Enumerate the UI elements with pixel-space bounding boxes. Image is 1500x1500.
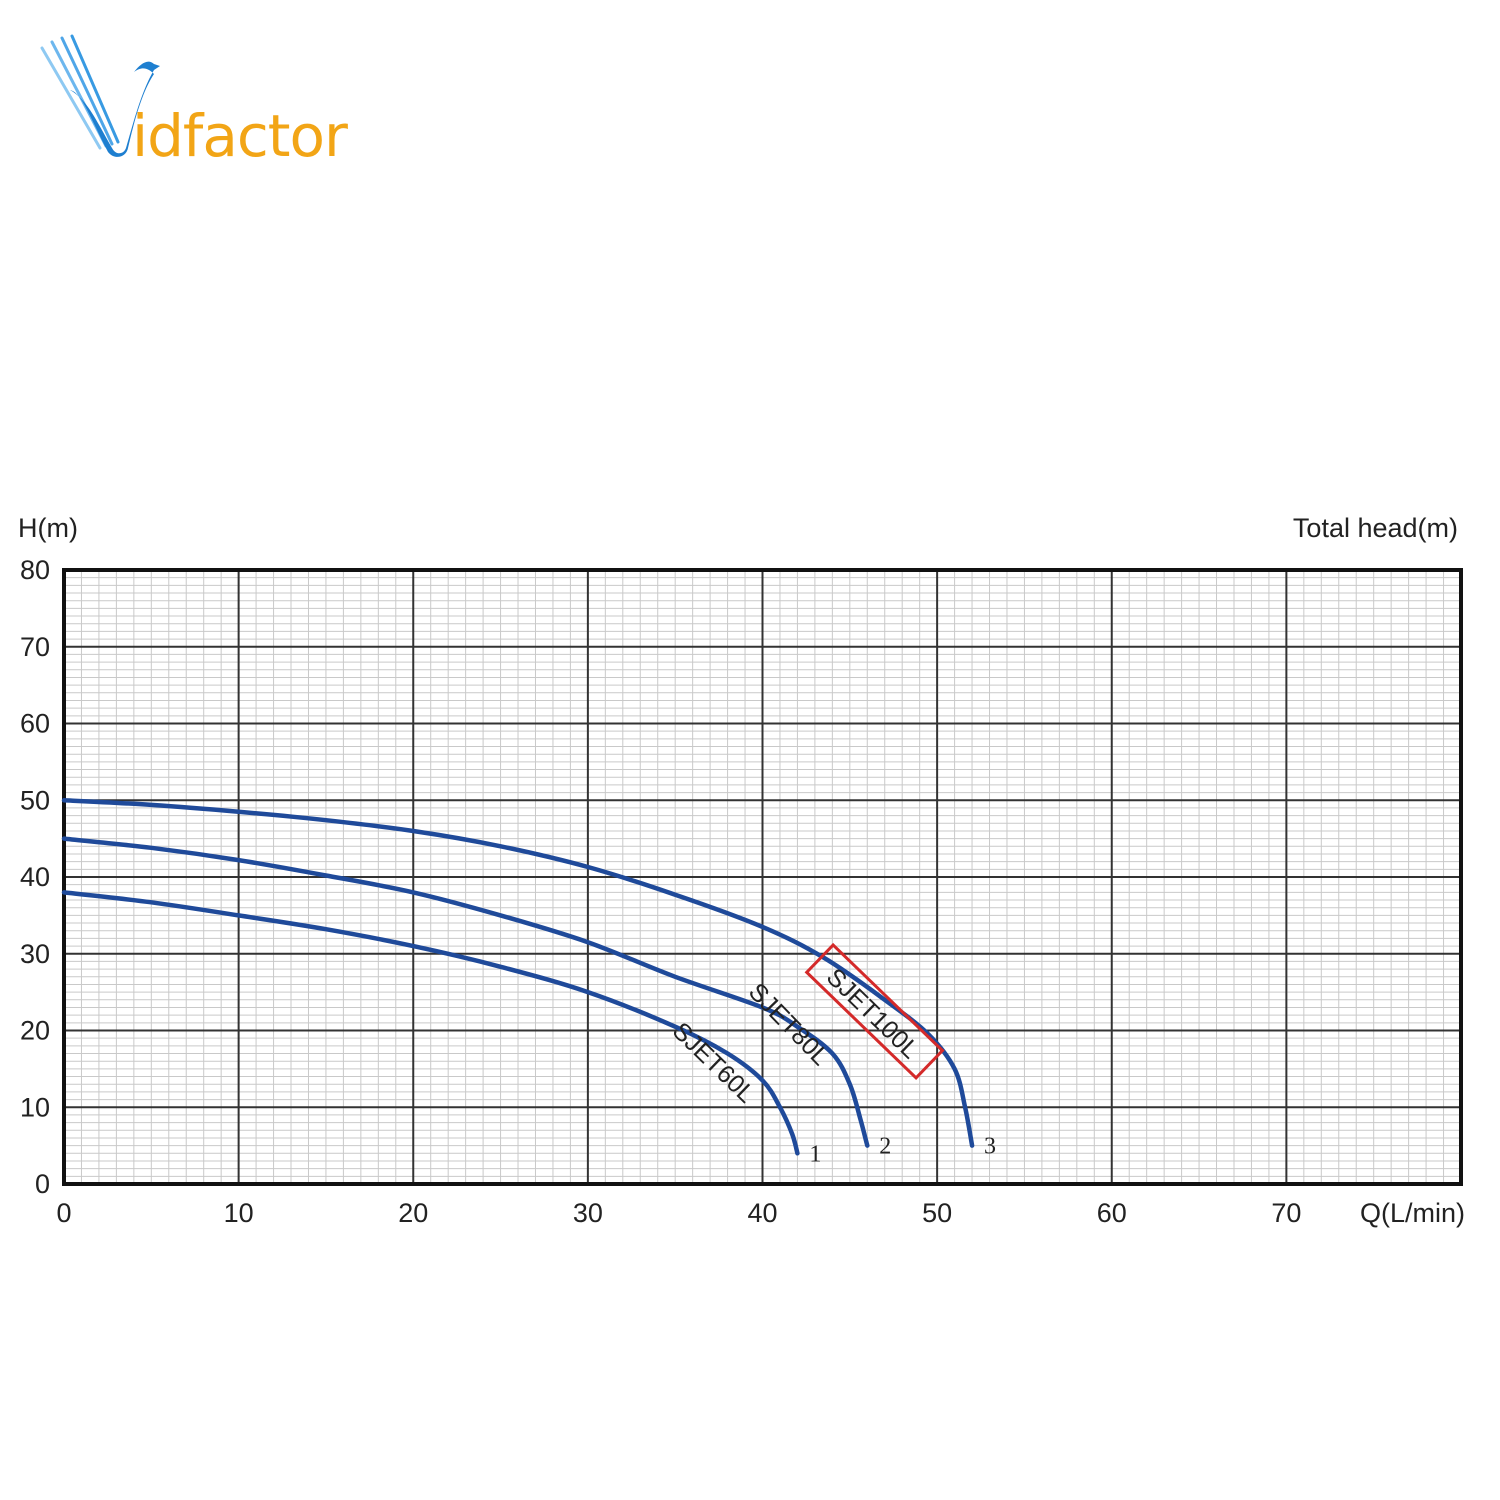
x-tick-label: 20 — [398, 1198, 428, 1228]
y-tick-label: 30 — [20, 939, 50, 969]
series-end-label: 3 — [984, 1134, 996, 1160]
y-tick-label: 20 — [20, 1016, 50, 1046]
x-axis-title: Q(L/min) — [1360, 1198, 1465, 1228]
plot-frame — [62, 568, 1463, 1186]
y-tick-label: 70 — [20, 632, 50, 662]
y-axis-ticks: 0 10 20 30 40 50 60 70 80 — [20, 555, 50, 1199]
y2-axis-title: Total head(m) — [1293, 513, 1458, 543]
x-tick-label: 50 — [922, 1198, 952, 1228]
series-end-label: 1 — [809, 1141, 821, 1167]
y-tick-label: 80 — [20, 555, 50, 585]
series-line-sjet60l — [61, 890, 800, 1156]
y-tick-label: 60 — [20, 709, 50, 739]
x-tick-label: 10 — [224, 1198, 254, 1228]
y-tick-label: 40 — [20, 862, 50, 892]
series-label: SJET100L — [821, 963, 924, 1064]
x-tick-label: 30 — [573, 1198, 603, 1228]
x-tick-label: 40 — [747, 1198, 777, 1228]
y-tick-label: 50 — [20, 785, 50, 815]
series-line-sjet80l — [61, 836, 870, 1148]
x-tick-label: 70 — [1271, 1198, 1301, 1228]
logo-wordmark: idfactor — [132, 102, 348, 170]
x-tick-label: 60 — [1097, 1198, 1127, 1228]
highlight-box — [804, 942, 945, 1081]
series-end-label: 2 — [879, 1134, 891, 1160]
logo-v-bird-icon — [70, 61, 160, 157]
x-tick-label: 0 — [56, 1198, 71, 1228]
y-tick-label: 0 — [35, 1169, 50, 1199]
y-tick-label: 10 — [20, 1092, 50, 1122]
vidfactor-logo: idfactor — [40, 34, 349, 170]
y-axis-title: H(m) — [18, 513, 78, 543]
x-axis-ticks: 0 10 20 30 40 50 60 70 — [56, 1198, 1301, 1228]
